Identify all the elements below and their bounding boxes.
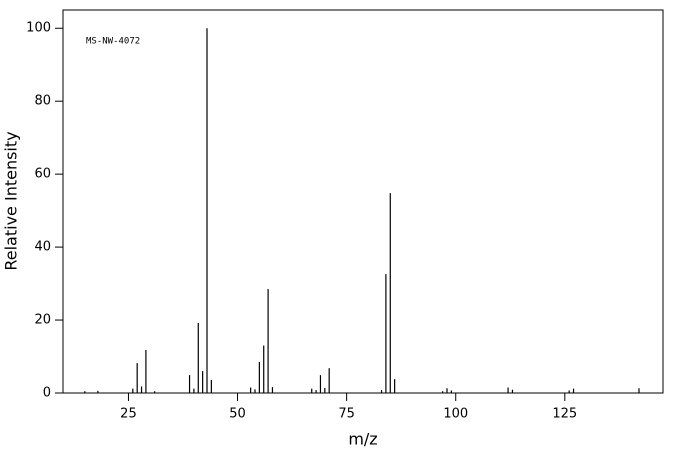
plot-frame	[62, 9, 664, 394]
y-tick-label: 0	[43, 386, 51, 401]
x-tick-label: 75	[338, 407, 355, 422]
y-tick-label: 40	[34, 240, 51, 255]
x-tick-label: 125	[552, 407, 577, 422]
annotation: MS-NW-4072	[86, 37, 140, 47]
x-axis-label: m/z	[348, 430, 377, 449]
y-tick-label: 20	[34, 313, 51, 328]
x-tick-label: 25	[120, 407, 137, 422]
y-axis-label: Relative Intensity	[2, 131, 21, 270]
x-tick-label: 100	[443, 407, 468, 422]
y-tick-label: 60	[34, 167, 51, 182]
y-tick-label: 100	[26, 21, 51, 36]
y-tick-label: 80	[34, 94, 51, 109]
x-tick-label: 50	[229, 407, 246, 422]
